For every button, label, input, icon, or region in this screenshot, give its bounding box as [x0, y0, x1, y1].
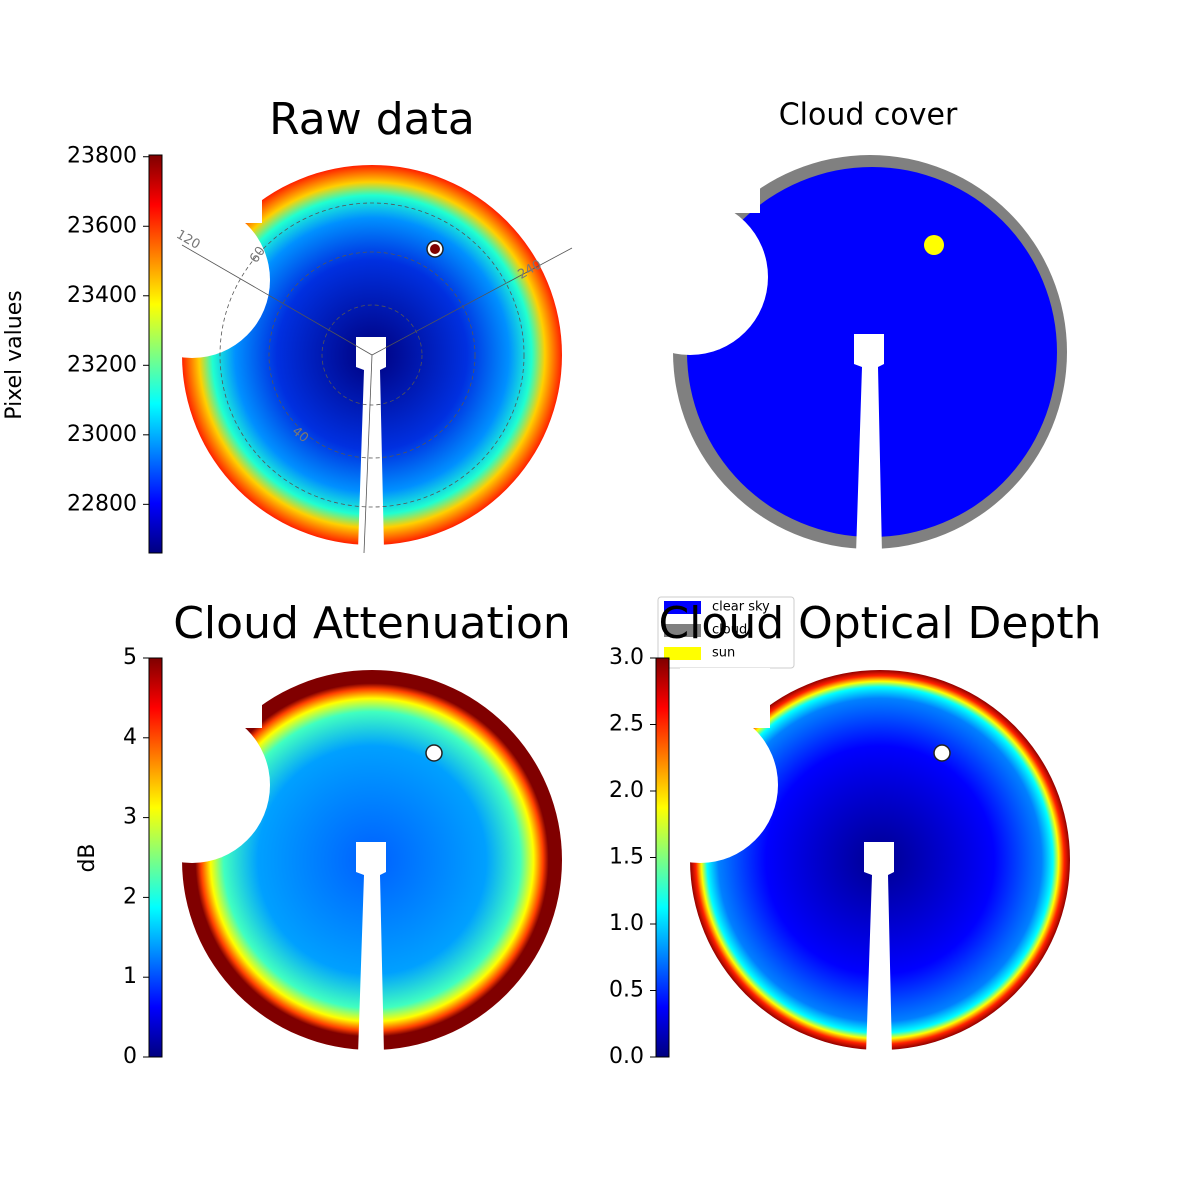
colorbar: [148, 154, 163, 554]
colorbar-label: dB: [75, 843, 100, 872]
mast: [356, 337, 386, 550]
colorbar-tick-label: 2.0: [609, 778, 644, 803]
colorbar: [148, 657, 163, 1058]
polar-line: [371, 247, 573, 356]
legend-label: sun: [712, 646, 735, 661]
legend-swatch: [664, 601, 701, 614]
mast: [854, 334, 884, 554]
colorbar-tick-label: 3: [123, 805, 137, 830]
polar-circle: [219, 202, 525, 508]
colorbar: [655, 657, 670, 1058]
polar-circle: [268, 251, 476, 459]
colorbar-tick-label: 23800: [67, 144, 137, 169]
sun-ring: [425, 744, 443, 762]
mask-top: [680, 668, 770, 728]
colorbar-tick-label: 3.0: [609, 645, 644, 670]
legend-label: clear sky: [712, 600, 770, 615]
mask-notch: [622, 707, 778, 863]
colorbar-tick-label: 1: [123, 964, 137, 989]
colorbar-tick-label: 2: [123, 884, 137, 909]
colorbar-tick-label: 23000: [67, 422, 137, 447]
colorbar-tick-label: 4: [123, 725, 137, 750]
colorbar-tick-label: 0.5: [609, 978, 644, 1003]
mask-notch: [612, 199, 768, 355]
panel-title: Cloud Optical Depth: [658, 598, 1101, 649]
legend-swatch: [664, 647, 701, 660]
polar-line: [363, 354, 373, 554]
image-panel: [622, 668, 1070, 1055]
mask-top: [172, 668, 262, 728]
mask-notch: [114, 202, 270, 358]
colorbar-tick-label: 23600: [67, 213, 137, 238]
colorbar-tick-label: 1.0: [609, 911, 644, 936]
colorbar-tick-label: 0: [123, 1044, 137, 1069]
image-panel: [114, 668, 562, 1055]
panel-title: Raw data: [269, 94, 475, 145]
sun-ring: [933, 744, 951, 762]
colorbar-label: Pixel values: [2, 290, 27, 419]
image-panel: [612, 153, 1067, 554]
sun: [924, 235, 944, 255]
mask-top: [670, 153, 760, 213]
colorbar-tick-label: 23400: [67, 283, 137, 308]
panel-title: Cloud Attenuation: [173, 598, 571, 649]
polar-circle: [321, 304, 423, 406]
mask-top: [172, 163, 262, 223]
legend-label: cloud: [712, 623, 747, 638]
colorbar-tick-label: 22800: [67, 491, 137, 516]
colorbar-tick-label: 1.5: [609, 845, 644, 870]
mast: [864, 842, 894, 1055]
colorbar-tick-label: 2.5: [609, 712, 644, 737]
mask-notch: [114, 707, 270, 863]
colorbar-tick-label: 23200: [67, 352, 137, 377]
sun-core: [430, 244, 440, 254]
colorbar-tick-label: 0.0: [609, 1044, 644, 1069]
polar-line: [181, 244, 373, 356]
panel-title: Cloud cover: [779, 98, 958, 133]
colorbar-tick-label: 5: [123, 645, 137, 670]
legend-swatch: [664, 624, 701, 637]
mast: [356, 842, 386, 1055]
